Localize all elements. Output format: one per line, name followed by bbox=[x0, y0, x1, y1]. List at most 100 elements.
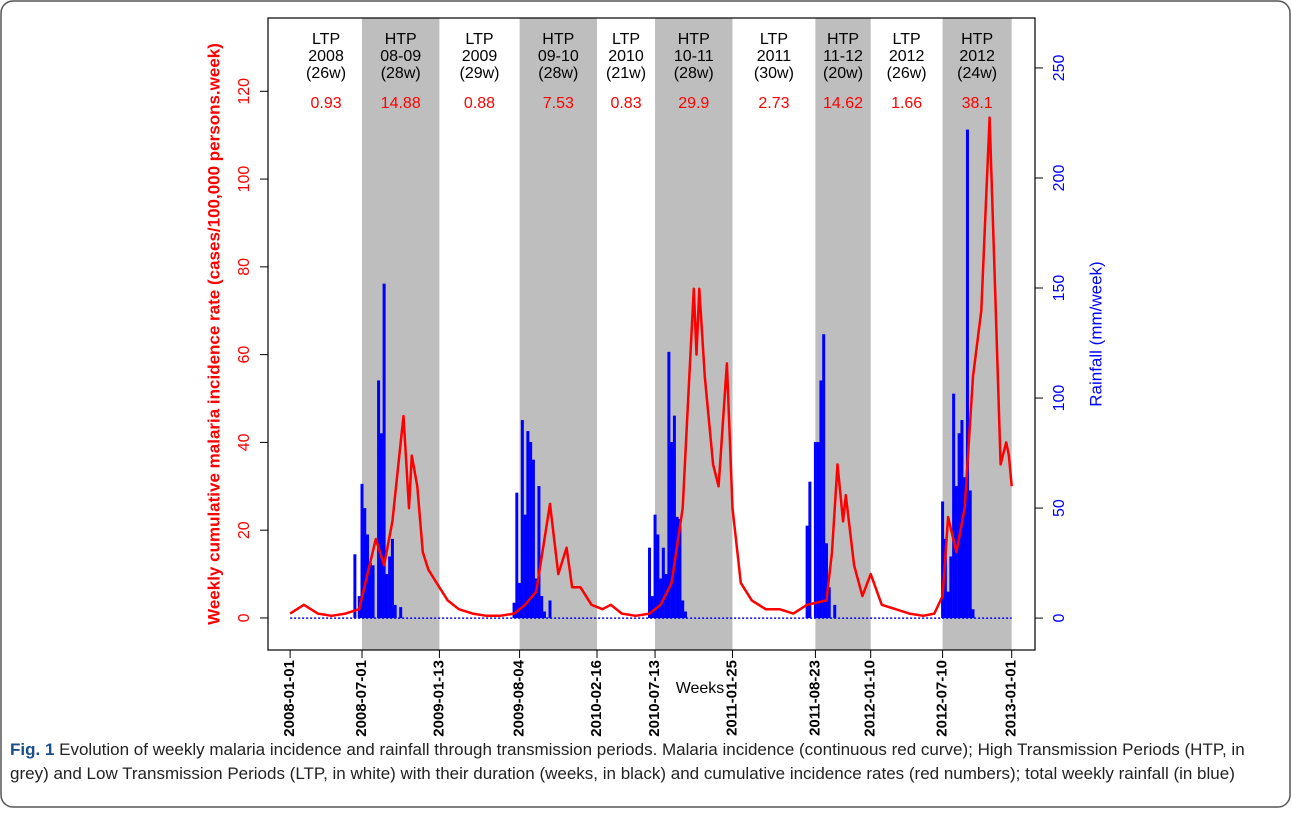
caption-text: Evolution of weekly malaria incidence an… bbox=[10, 740, 1245, 783]
period-label: 11-12 bbox=[823, 48, 863, 65]
y-tick-label: 40 bbox=[236, 433, 253, 451]
period-duration: (28w) bbox=[538, 65, 578, 82]
y-tick-label: 100 bbox=[236, 166, 253, 193]
rain-bar bbox=[827, 587, 831, 619]
period-kind: LTP bbox=[465, 31, 493, 48]
period-kind: HTP bbox=[827, 31, 859, 48]
rain-bar bbox=[805, 525, 809, 619]
rain-bar bbox=[515, 492, 519, 619]
period-duration: (26w) bbox=[306, 65, 346, 82]
x-tick-label: 2009-08-04 bbox=[511, 659, 528, 736]
y2-tick-label: 200 bbox=[1051, 165, 1068, 192]
x-tick-label: 2008-07-01 bbox=[353, 660, 370, 737]
rain-bar bbox=[399, 607, 403, 619]
htp-shade bbox=[361, 18, 440, 650]
rain-bar bbox=[675, 516, 679, 619]
period-label: 2012 bbox=[889, 48, 925, 65]
rain-bar bbox=[390, 538, 394, 619]
rain-bar bbox=[520, 420, 524, 619]
rain-bar bbox=[388, 556, 392, 619]
rain-bar bbox=[670, 442, 674, 619]
incidence-line bbox=[289, 116, 1013, 618]
rain-bar bbox=[534, 578, 538, 619]
rain-bar bbox=[833, 604, 837, 619]
caption-label: Fig. 1 bbox=[10, 740, 55, 759]
period-duration: (30w) bbox=[754, 65, 794, 82]
rain-bar bbox=[971, 609, 975, 619]
rain-bar bbox=[968, 490, 972, 619]
rain-bar bbox=[529, 442, 533, 619]
period-rate: 14.62 bbox=[823, 95, 863, 112]
rain-bar bbox=[683, 611, 687, 619]
period-rate: 38.1 bbox=[962, 95, 993, 112]
period-label: 10-11 bbox=[674, 48, 714, 65]
period-kind: LTP bbox=[893, 31, 921, 48]
y2-tick-label: 250 bbox=[1051, 55, 1068, 82]
y-axis-title: Weekly cumulative malaria incidence rate… bbox=[204, 43, 223, 625]
rain-bar bbox=[816, 442, 820, 619]
rain-bar bbox=[813, 442, 817, 619]
y-tick-label: 80 bbox=[236, 258, 253, 276]
period-rate: 0.88 bbox=[464, 95, 495, 112]
y-tick-label: 120 bbox=[236, 78, 253, 105]
rain-bar bbox=[965, 129, 969, 619]
period-label: 2010 bbox=[608, 48, 644, 65]
period-label: 2012 bbox=[959, 48, 995, 65]
rain-bar bbox=[661, 547, 665, 619]
rain-bar bbox=[363, 508, 367, 619]
period-duration: (24w) bbox=[957, 65, 997, 82]
period-label: 08-09 bbox=[380, 48, 421, 65]
rain-bar bbox=[963, 477, 967, 619]
rain-bar bbox=[653, 514, 657, 619]
x-axis-title: Weeks bbox=[676, 680, 725, 697]
period-duration: (21w) bbox=[606, 65, 646, 82]
period-rate: 14.88 bbox=[381, 95, 421, 112]
y-tick-label: 0 bbox=[236, 613, 253, 622]
rain-bar bbox=[371, 565, 375, 619]
y2-tick-label: 50 bbox=[1051, 499, 1068, 517]
rain-bar bbox=[681, 600, 685, 619]
rain-bar bbox=[678, 519, 682, 619]
rain-bar bbox=[368, 563, 372, 619]
period-label: 2009 bbox=[462, 48, 498, 65]
rain-bar bbox=[531, 459, 535, 619]
y-tick-label: 20 bbox=[236, 521, 253, 539]
period-rate: 29.9 bbox=[678, 95, 709, 112]
y2-axis-title: Rainfall (mm/week) bbox=[1086, 261, 1105, 406]
rain-bar bbox=[382, 283, 386, 619]
x-tick-label: 2013-01-01 bbox=[1003, 660, 1020, 737]
period-duration: (20w) bbox=[823, 65, 863, 82]
period-rate: 0.83 bbox=[610, 95, 641, 112]
y-tick-label: 60 bbox=[236, 346, 253, 364]
period-kind: HTP bbox=[961, 31, 993, 48]
rain-bar bbox=[667, 351, 671, 619]
x-tick-label: 2010-02-16 bbox=[588, 660, 605, 737]
period-duration: (26w) bbox=[887, 65, 927, 82]
rain-bar bbox=[656, 534, 660, 619]
period-duration: (28w) bbox=[381, 65, 421, 82]
rain-bar bbox=[941, 501, 945, 619]
period-rate: 7.53 bbox=[543, 95, 574, 112]
rain-bar bbox=[650, 596, 654, 619]
rain-bar bbox=[548, 600, 552, 619]
rain-bar bbox=[512, 602, 516, 619]
rain-bar bbox=[943, 538, 947, 619]
rain-bar bbox=[822, 334, 826, 619]
rain-bar bbox=[379, 433, 383, 619]
rain-bar bbox=[526, 431, 530, 619]
rain-bar bbox=[659, 578, 663, 619]
rain-bar bbox=[819, 380, 823, 619]
period-kind: HTP bbox=[385, 31, 417, 48]
period-rate: 0.93 bbox=[310, 95, 341, 112]
rain-bar bbox=[824, 543, 828, 619]
rain-bar bbox=[808, 481, 812, 619]
period-kind: HTP bbox=[678, 31, 710, 48]
period-label: 2011 bbox=[757, 48, 792, 65]
x-tick-label: 2011-08-23 bbox=[806, 660, 823, 736]
rain-bar bbox=[946, 591, 950, 619]
rain-bar bbox=[360, 483, 364, 619]
x-tick-label: 2009-01-13 bbox=[430, 660, 447, 737]
y2-tick-label: 100 bbox=[1051, 385, 1068, 412]
rain-bar bbox=[385, 574, 389, 619]
